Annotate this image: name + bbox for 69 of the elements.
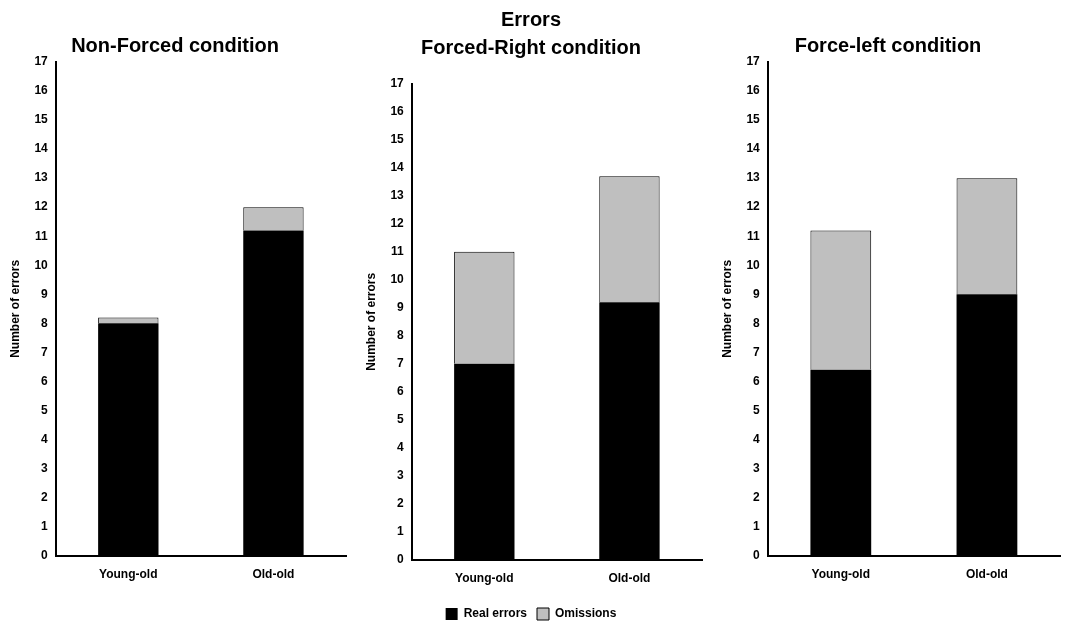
- y-tick-label: 9: [397, 300, 405, 315]
- y-tick-label: 1: [41, 518, 49, 533]
- y-tick-label: 9: [753, 286, 761, 301]
- y-tick-label: 4: [753, 431, 761, 446]
- x-tick-label: Young-old: [455, 571, 514, 586]
- y-tick-label: 4: [41, 431, 49, 446]
- y-tick-label: 0: [753, 547, 761, 562]
- y-tick-label: 0: [41, 547, 49, 562]
- x-tick-label: Young-old: [811, 567, 871, 582]
- y-tick-label: 10: [746, 257, 761, 272]
- y-tick-label: 1: [753, 518, 761, 533]
- y-tick-label: 12: [746, 199, 761, 214]
- y-tick-label: 12: [390, 216, 405, 231]
- y-tick-label: 15: [34, 112, 49, 127]
- chart-title: Force-left condition: [794, 33, 982, 56]
- y-tick-label: 5: [753, 402, 761, 417]
- y-tick-label: 14: [34, 141, 49, 156]
- y-axis-title: Number of errors: [719, 259, 734, 358]
- legend-label: Real errors: [463, 606, 528, 621]
- y-tick-label: 13: [34, 170, 49, 185]
- y-tick-label: 7: [753, 344, 761, 359]
- chart-subtitle: Forced-Right condition: [421, 35, 641, 58]
- y-tick-label: 17: [34, 54, 49, 69]
- y-tick-label: 0: [397, 551, 405, 566]
- y-tick-label: 16: [746, 83, 761, 98]
- y-tick-label: 6: [41, 373, 49, 388]
- y-tick-label: 8: [41, 315, 49, 330]
- y-tick-label: 3: [397, 467, 405, 482]
- y-tick-label: 3: [753, 460, 761, 475]
- y-tick-label: 4: [397, 440, 405, 455]
- y-tick-label: 13: [746, 170, 761, 185]
- y-tick-label: 1: [397, 523, 405, 538]
- y-tick-label: 5: [41, 402, 49, 417]
- y-tick-label: 12: [34, 199, 49, 214]
- y-tick-label: 6: [397, 384, 405, 399]
- y-tick-label: 11: [391, 244, 405, 259]
- x-tick-label: Old-old: [252, 567, 295, 582]
- y-tick-label: 10: [390, 272, 405, 287]
- y-tick-label: 14: [746, 141, 761, 156]
- y-axis-title: Number of errors: [7, 259, 22, 358]
- y-tick-label: 8: [397, 328, 405, 343]
- y-tick-label: 11: [35, 228, 49, 243]
- y-tick-label: 11: [747, 228, 761, 243]
- y-tick-label: 15: [390, 132, 405, 147]
- y-tick-label: 3: [41, 460, 49, 475]
- x-tick-label: Old-old: [965, 567, 1008, 582]
- y-axis-title: Number of errors: [363, 272, 378, 371]
- chart-title: Non-Forced condition: [71, 33, 279, 56]
- y-tick-label: 2: [41, 489, 49, 504]
- y-tick-label: 16: [390, 104, 405, 119]
- y-tick-label: 10: [34, 257, 49, 272]
- y-tick-label: 16: [34, 83, 49, 98]
- y-tick-label: 13: [390, 188, 405, 203]
- y-tick-label: 8: [753, 315, 761, 330]
- legend-label: Omissions: [555, 606, 617, 621]
- chart-title: Errors: [500, 7, 562, 30]
- y-tick-label: 6: [753, 373, 761, 388]
- x-tick-label: Old-old: [608, 571, 651, 586]
- y-tick-label: 5: [397, 412, 405, 427]
- y-tick-label: 17: [390, 76, 405, 91]
- y-tick-label: 15: [746, 112, 761, 127]
- y-tick-label: 14: [390, 160, 405, 175]
- y-tick-label: 2: [753, 489, 761, 504]
- y-tick-label: 7: [41, 344, 49, 359]
- y-tick-label: 2: [397, 495, 405, 510]
- y-tick-label: 7: [397, 356, 405, 371]
- y-tick-label: 9: [41, 286, 49, 301]
- x-tick-label: Young-old: [99, 567, 158, 582]
- y-tick-label: 17: [746, 54, 761, 69]
